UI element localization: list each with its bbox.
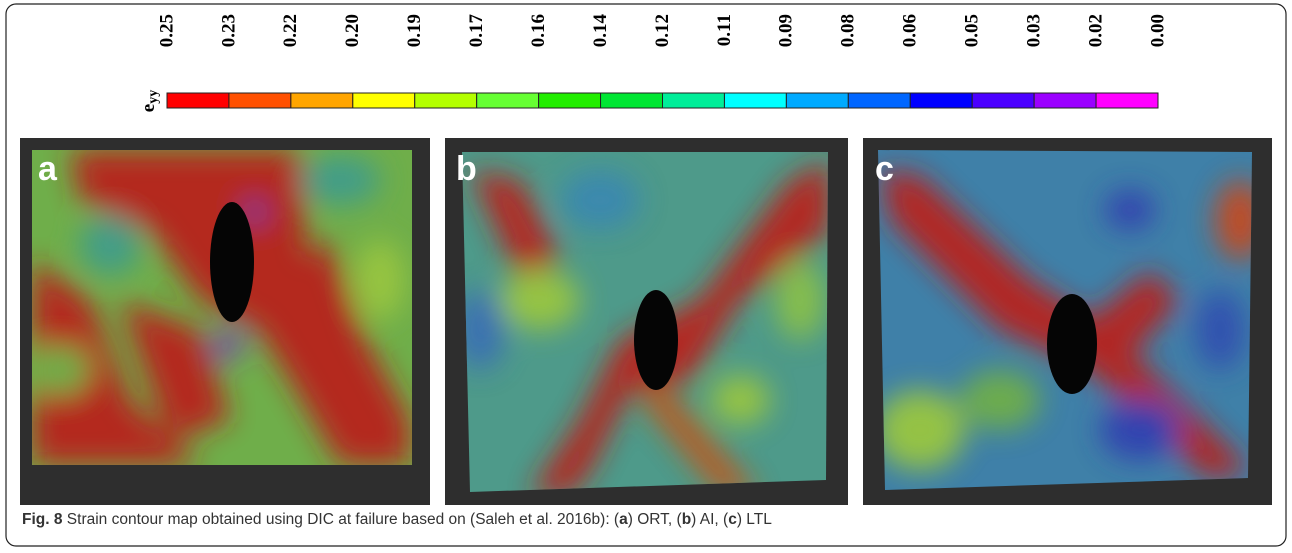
colorbar-label: 0.19 [404,14,425,47]
symbol: e [138,104,159,112]
colorbar-segment [166,92,230,109]
caption-part: c [728,511,737,528]
colorbar-label: 0.03 [1023,14,1044,47]
caption-part: ) ORT, ( [628,511,683,528]
colorbar-segment [723,92,787,109]
caption: Fig. 8 Strain contour map obtained using… [22,511,772,528]
colorbar-segment [476,92,540,109]
colorbar-segment [662,92,725,109]
colorbar-segment [352,92,416,109]
caption-part: ) AI, ( [691,511,729,528]
panel-image [445,138,848,505]
panel-letter: a [38,150,58,188]
subscript: yy [146,90,161,104]
caption-part: b [682,511,691,528]
colorbar-label: 0.06 [900,14,921,47]
colorbar-segment [228,92,292,109]
panel-image [863,138,1272,505]
colorbar-segment [1095,92,1159,109]
panel-image [20,138,430,505]
caption-part: Strain contour map obtained using DIC at… [67,511,620,528]
caption-part: ) LTL [737,511,772,528]
frame [5,3,1287,547]
caption-part: a [619,511,628,528]
colorbar-label: 0.16 [528,14,549,47]
colorbar-label: 0.25 [156,14,177,47]
colorbar-segment [909,92,973,109]
colorbar-label: 0.17 [466,14,487,48]
colorbar-label: 0.05 [962,14,983,47]
colorbar-label: 0.02 [1085,14,1106,47]
colorbar-label: 0.09 [776,14,797,47]
colorbar-segment [971,92,1035,109]
colorbar-segment [847,92,911,109]
colorbar-label: 0.08 [838,14,859,47]
colorbar-label: 0.20 [342,14,363,47]
caption-label: Fig. 8 [22,511,63,528]
colorbar-segment [290,92,354,109]
colorbar-label: 0.00 [1147,14,1168,47]
colorbar-label: 0.14 [590,14,611,48]
colorbar-label: 0.11 [714,14,735,46]
colorbar-label: 0.22 [280,14,301,47]
colorbar-segment [414,92,478,109]
colorbar-label: 0.12 [652,14,673,47]
colorbar-segment [1033,92,1097,109]
colorbar-segment [538,92,602,109]
colorbar-label: 0.23 [218,14,239,47]
colorbar-symbol: eyy [138,90,161,112]
panel-letter: c [875,150,894,188]
panel-letter: b [456,150,477,188]
colorbar-segment [600,92,663,109]
colorbar: 0.25 0.23 0.22 0.20 0.19 0.17 0.16 0.14 0.12 0.11… [156,14,1168,109]
colorbar-segment [785,92,849,109]
